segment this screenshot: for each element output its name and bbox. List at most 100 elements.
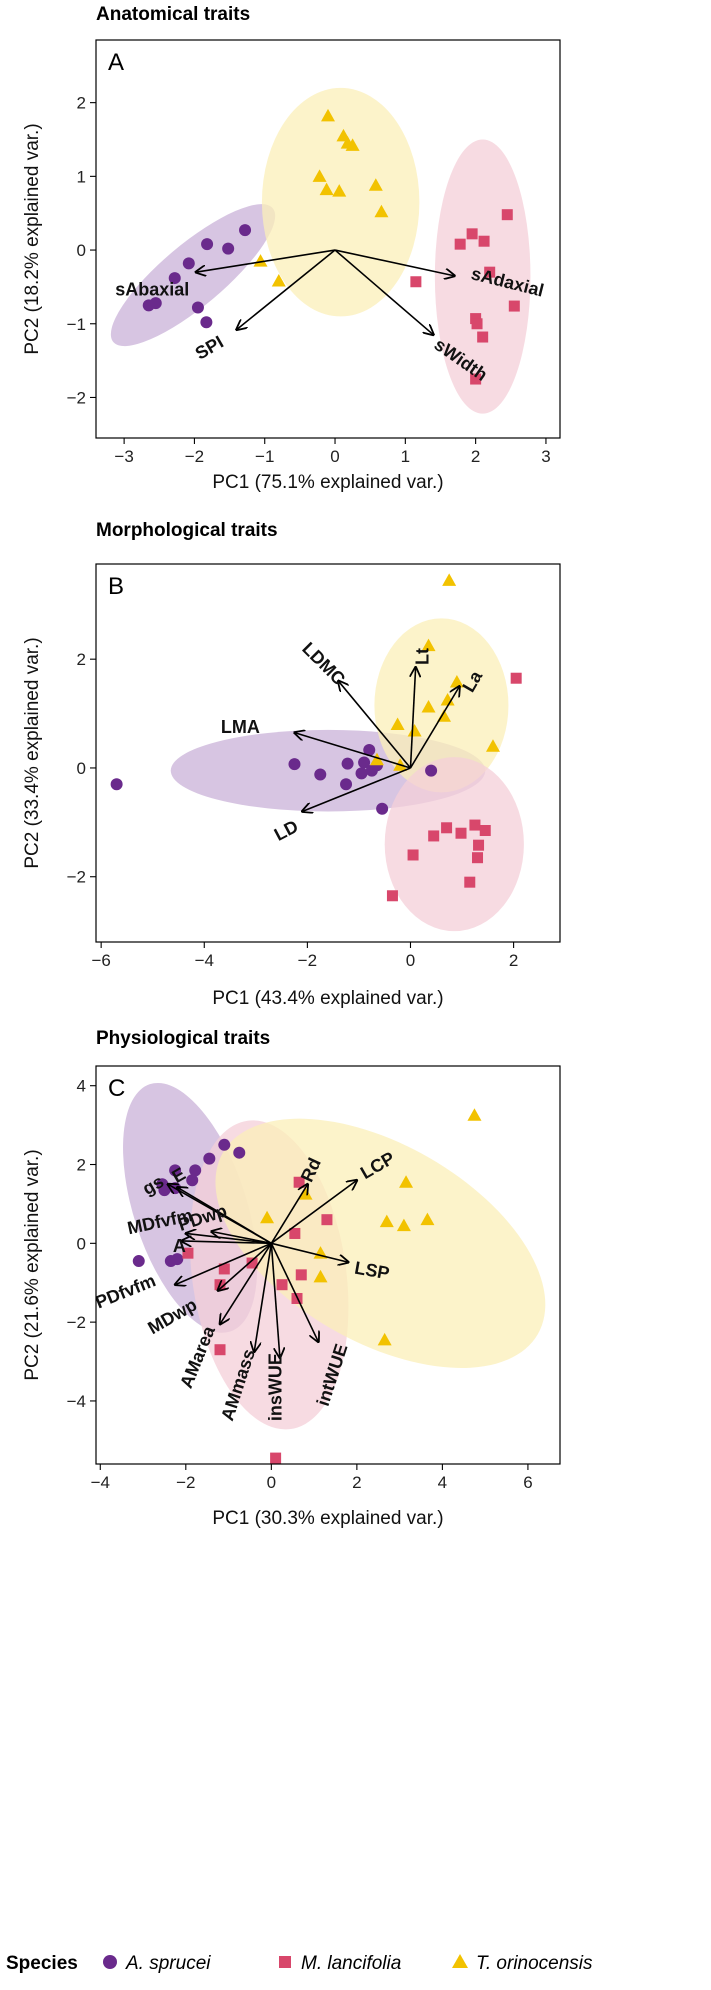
legend-title: Species <box>6 1953 78 1974</box>
loading-arrow <box>211 1232 272 1245</box>
data-point-triangle <box>421 700 436 713</box>
data-point-triangle <box>319 182 334 196</box>
y-tick-label: 2 <box>77 650 86 669</box>
x-tick-label: −3 <box>114 447 133 466</box>
panel-letter: C <box>108 1075 125 1102</box>
y-tick-label: −2 <box>67 1313 86 1332</box>
data-point-square <box>410 276 422 288</box>
data-point-circle <box>186 1174 199 1187</box>
data-point-circle <box>355 767 368 780</box>
data-point-triangle <box>260 1210 275 1224</box>
loading-label: sAbaxial <box>115 279 189 299</box>
loading-arrow <box>271 1242 348 1262</box>
loading-arrow <box>196 249 336 272</box>
x-tick-label: 2 <box>471 447 480 466</box>
data-point-triangle <box>377 1332 392 1346</box>
loading-label: SPI <box>192 332 227 364</box>
data-point-circle <box>363 744 376 757</box>
loading-label: PDfvfm <box>93 1270 159 1312</box>
legend-label: A. sprucei <box>125 1953 211 1974</box>
x-tick-label: 2 <box>352 1473 361 1492</box>
loading-label: LMA <box>221 717 260 737</box>
loading-arrow <box>175 1242 272 1284</box>
loading-label: LDMC <box>298 638 349 689</box>
data-point-triangle <box>312 169 327 182</box>
loading-arrow <box>218 1242 272 1290</box>
data-point-triangle <box>420 1212 435 1226</box>
data-point-square <box>246 1257 258 1269</box>
loading-label: Lt <box>413 648 433 665</box>
y-axis-title: PC2 (18.2% explained var.) <box>22 123 43 354</box>
panel-title: Physiological traits <box>96 1028 270 1049</box>
panel-letter: B <box>108 573 124 600</box>
x-tick-label: 2 <box>509 951 518 970</box>
loading-arrow <box>254 1243 273 1351</box>
x-axis-title: PC1 (30.3% explained var.) <box>212 1508 443 1529</box>
x-tick-label: 1 <box>401 447 410 466</box>
confidence-ellipse <box>384 757 524 932</box>
loading-arrow <box>334 249 433 335</box>
data-point-triangle <box>467 1108 482 1121</box>
x-tick-label: −2 <box>176 1473 195 1492</box>
data-point-square <box>218 1263 230 1275</box>
data-point-square <box>276 1279 288 1291</box>
x-tick-label: −6 <box>91 951 110 970</box>
data-point-triangle <box>421 638 436 652</box>
data-point-square <box>441 822 453 834</box>
data-point-square <box>477 331 489 343</box>
plot-frame <box>95 1065 561 1465</box>
loading-arrow <box>334 249 455 276</box>
data-point-circle <box>182 257 195 270</box>
data-point-circle <box>142 299 155 312</box>
panel-title: Morphological traits <box>96 520 278 541</box>
data-point-triangle <box>399 1175 414 1188</box>
loading-label: MDwp <box>144 1294 200 1338</box>
y-tick-label: −2 <box>67 388 86 407</box>
loading-arrow <box>409 686 459 769</box>
x-tick-label: 0 <box>406 951 415 970</box>
data-point-circle <box>200 316 213 329</box>
data-point-square <box>501 209 513 221</box>
x-axis-title: PC1 (43.4% explained var.) <box>212 988 443 1009</box>
data-point-square <box>472 852 484 864</box>
legend-symbol-circle <box>103 1955 117 1969</box>
x-tick-label: 3 <box>541 447 550 466</box>
x-tick-label: −1 <box>255 447 274 466</box>
data-point-circle <box>233 1146 246 1159</box>
data-point-square <box>295 1269 307 1281</box>
data-point-triangle <box>253 254 268 267</box>
legend-symbol-triangle <box>452 1954 468 1968</box>
data-point-triangle <box>321 108 335 122</box>
x-axis-title: PC1 (75.1% explained var.) <box>212 472 443 493</box>
data-point-circle <box>239 224 252 237</box>
data-point-square <box>470 373 482 385</box>
y-tick-label: 0 <box>77 241 86 260</box>
data-point-triangle <box>440 692 455 706</box>
data-point-triangle <box>442 573 457 586</box>
data-point-square <box>386 890 398 902</box>
loading-label: insWUE <box>266 1353 286 1421</box>
data-point-square <box>214 1344 226 1356</box>
data-point-circle <box>201 238 214 251</box>
data-point-circle <box>169 1164 182 1177</box>
data-point-circle <box>340 778 353 791</box>
plot-frame <box>95 563 561 943</box>
legend-label: T. orinocensis <box>476 1953 593 1974</box>
loading-arrow <box>182 1241 272 1243</box>
x-tick-label: −4 <box>91 1473 110 1492</box>
confidence-ellipse <box>434 139 531 414</box>
data-point-triangle <box>390 717 405 730</box>
plot-frame <box>95 39 561 439</box>
data-point-circle <box>191 301 204 314</box>
loading-arrow <box>270 1184 307 1244</box>
data-point-square <box>479 825 491 837</box>
data-point-triangle <box>374 204 389 218</box>
panel-letter: A <box>108 49 124 76</box>
data-point-square <box>289 1227 301 1239</box>
loading-arrow <box>294 733 411 769</box>
data-point-square <box>473 839 485 851</box>
data-point-triangle <box>485 739 500 752</box>
data-point-square <box>428 830 440 842</box>
